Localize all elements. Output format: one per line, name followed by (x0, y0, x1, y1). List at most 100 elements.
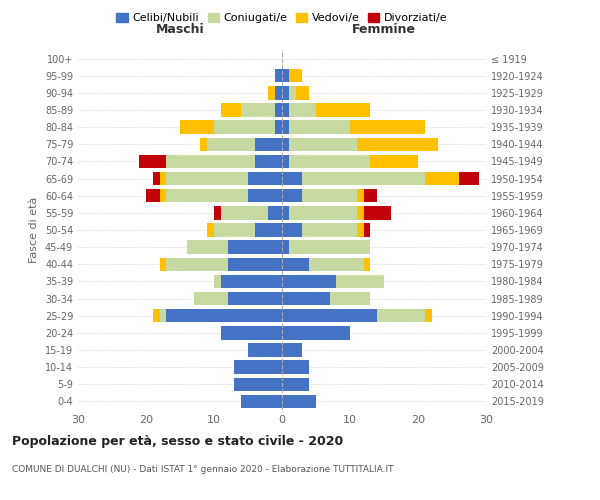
Bar (194, 292, 227, 306)
Bar (200, 138, 207, 151)
Bar (207, 138, 255, 151)
Text: Femmine: Femmine (352, 24, 416, 36)
Bar (248, 189, 282, 202)
Bar (357, 189, 364, 202)
Text: Popolazione per età, sesso e stato civile - 2020: Popolazione per età, sesso e stato civil… (12, 435, 343, 448)
Bar (282, 394, 316, 408)
Bar (214, 274, 221, 288)
Bar (282, 172, 302, 186)
Bar (302, 172, 425, 186)
Bar (282, 378, 309, 391)
Bar (282, 120, 289, 134)
Bar (268, 86, 275, 100)
Bar (364, 206, 391, 220)
Bar (282, 104, 289, 117)
Bar (282, 69, 289, 82)
Bar (282, 292, 329, 306)
Bar (268, 206, 282, 220)
Bar (282, 138, 289, 151)
Bar (153, 172, 160, 186)
Bar (282, 258, 309, 271)
Bar (275, 69, 282, 82)
Bar (282, 309, 377, 322)
Bar (166, 154, 255, 168)
Bar (350, 120, 425, 134)
Bar (255, 154, 282, 168)
Bar (255, 224, 282, 236)
Bar (289, 154, 370, 168)
Bar (337, 274, 384, 288)
Bar (180, 120, 214, 134)
Bar (207, 224, 214, 236)
Bar (227, 292, 282, 306)
Bar (248, 172, 282, 186)
Bar (289, 240, 370, 254)
Bar (357, 138, 439, 151)
Bar (241, 394, 282, 408)
Bar (235, 360, 282, 374)
Bar (282, 326, 350, 340)
Text: COMUNE DI DUALCHI (NU) - Dati ISTAT 1° gennaio 2020 - Elaborazione TUTTITALIA.IT: COMUNE DI DUALCHI (NU) - Dati ISTAT 1° g… (12, 465, 394, 474)
Bar (289, 104, 316, 117)
Bar (166, 309, 282, 322)
Bar (214, 206, 221, 220)
Bar (160, 172, 166, 186)
Bar (370, 154, 418, 168)
Bar (221, 206, 268, 220)
Bar (282, 189, 302, 202)
Bar (227, 240, 282, 254)
Bar (221, 326, 282, 340)
Bar (160, 309, 166, 322)
Bar (309, 258, 364, 271)
Bar (425, 309, 431, 322)
Bar (241, 104, 275, 117)
Y-axis label: Fasce di età: Fasce di età (29, 197, 39, 263)
Bar (146, 189, 160, 202)
Bar (282, 154, 289, 168)
Bar (289, 69, 302, 82)
Legend: Celibi/Nubili, Coniugati/e, Vedovi/e, Divorziati/e: Celibi/Nubili, Coniugati/e, Vedovi/e, Di… (112, 8, 452, 28)
Bar (282, 344, 302, 356)
Bar (214, 120, 275, 134)
Bar (282, 206, 289, 220)
Bar (364, 258, 370, 271)
Bar (282, 274, 337, 288)
Bar (296, 86, 309, 100)
Bar (459, 172, 479, 186)
Bar (316, 104, 370, 117)
Bar (214, 224, 255, 236)
Bar (364, 224, 370, 236)
Bar (160, 258, 166, 271)
Bar (302, 189, 357, 202)
Bar (275, 104, 282, 117)
Bar (160, 189, 166, 202)
Bar (166, 189, 248, 202)
Bar (377, 309, 425, 322)
Bar (255, 138, 282, 151)
Bar (166, 258, 227, 271)
Bar (425, 172, 459, 186)
Bar (248, 344, 282, 356)
Bar (153, 309, 160, 322)
Bar (275, 86, 282, 100)
Bar (329, 292, 370, 306)
Bar (364, 189, 377, 202)
Bar (227, 258, 282, 271)
Bar (275, 120, 282, 134)
Bar (235, 378, 282, 391)
Bar (302, 224, 357, 236)
Bar (282, 360, 309, 374)
Bar (289, 120, 350, 134)
Bar (289, 138, 357, 151)
Bar (289, 206, 357, 220)
Bar (139, 154, 166, 168)
Bar (221, 104, 241, 117)
Bar (187, 240, 227, 254)
Bar (282, 240, 289, 254)
Bar (221, 274, 282, 288)
Bar (357, 206, 364, 220)
Bar (282, 224, 302, 236)
Text: Maschi: Maschi (155, 24, 205, 36)
Bar (357, 224, 364, 236)
Bar (282, 86, 289, 100)
